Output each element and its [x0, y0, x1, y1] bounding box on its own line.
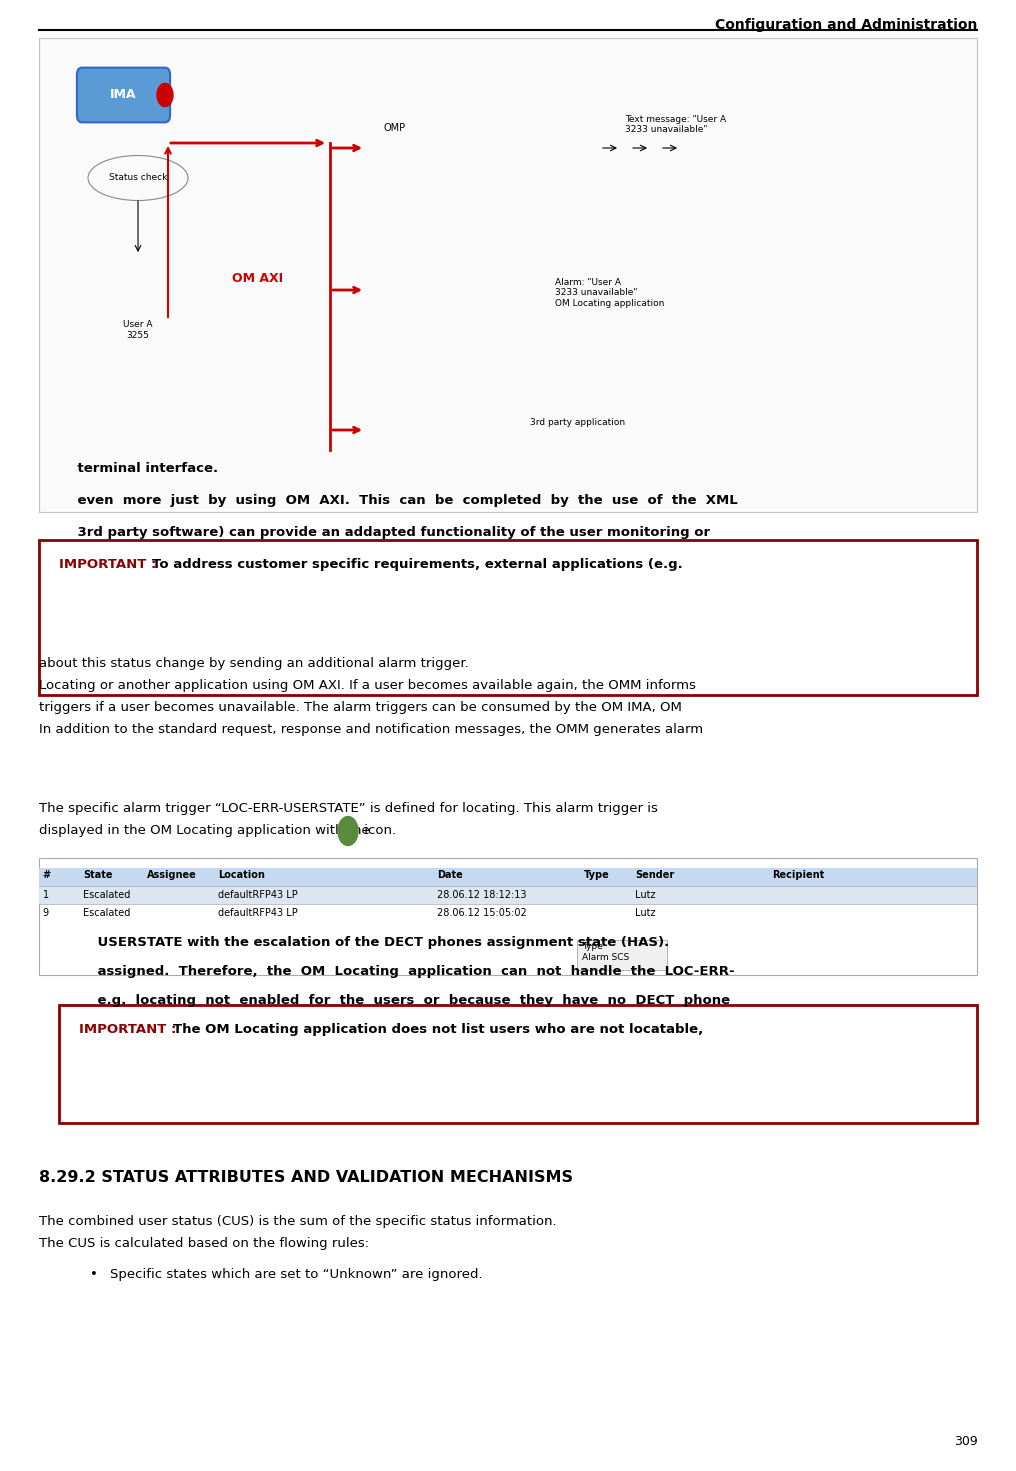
Text: about this status change by sending an additional alarm trigger.: about this status change by sending an a…: [39, 658, 468, 669]
Text: OMP: OMP: [384, 124, 406, 132]
Text: 28.06.12 18:12:13: 28.06.12 18:12:13: [437, 890, 526, 900]
Text: icon.: icon.: [360, 824, 396, 837]
Text: OM AXI: OM AXI: [232, 272, 283, 284]
Text: Alarm: "User A
3233 unavailable"
OM Locating application: Alarm: "User A 3233 unavailable" OM Loca…: [555, 278, 664, 307]
Text: The combined user status (CUS) is the sum of the specific status information.: The combined user status (CUS) is the su…: [39, 1215, 556, 1228]
Text: IMPORTANT :: IMPORTANT :: [79, 1022, 181, 1036]
FancyBboxPatch shape: [77, 68, 170, 122]
Text: even  more  just  by  using  OM  AXI.  This  can  be  completed  by  the  use  o: even more just by using OM AXI. This can…: [59, 494, 738, 507]
Text: triggers if a user becomes unavailable. The alarm triggers can be consumed by th: triggers if a user becomes unavailable. …: [39, 702, 682, 713]
Text: 1: 1: [43, 890, 49, 900]
Text: Text message: "User A
3233 unavailable": Text message: "User A 3233 unavailable": [625, 115, 726, 134]
Text: USERSTATE with the escalation of the DECT phones assignment state (HAS).: USERSTATE with the escalation of the DEC…: [79, 936, 670, 949]
Bar: [39, 38, 977, 512]
Text: terminal interface.: terminal interface.: [59, 462, 218, 475]
Text: 309: 309: [954, 1436, 977, 1447]
Bar: [39, 540, 977, 694]
Text: Status check: Status check: [109, 174, 168, 182]
Text: Assignee: Assignee: [147, 869, 197, 880]
Text: Type
Alarm SCS: Type Alarm SCS: [582, 943, 630, 962]
Circle shape: [157, 84, 173, 106]
Text: IMPORTANT :: IMPORTANT :: [59, 558, 161, 571]
Text: Recipient: Recipient: [772, 869, 824, 880]
Bar: [577, 940, 668, 969]
Text: e.g.  locating  not  enabled  for  the  users  or  because  they  have  no  DECT: e.g. locating not enabled for the users …: [79, 994, 731, 1008]
Bar: [39, 886, 977, 905]
Text: Location: Location: [218, 869, 265, 880]
Text: The CUS is calculated based on the flowing rules:: The CUS is calculated based on the flowi…: [39, 1237, 369, 1250]
Bar: [39, 858, 977, 975]
Text: 9: 9: [43, 908, 49, 918]
Text: The specific alarm trigger “LOC-ERR-USERSTATE” is defined for locating. This ala: The specific alarm trigger “LOC-ERR-USER…: [39, 802, 657, 815]
Text: #: #: [43, 869, 51, 880]
Text: In addition to the standard request, response and notification messages, the OMM: In addition to the standard request, res…: [39, 724, 703, 736]
Circle shape: [338, 816, 358, 846]
Text: 28.06.12 15:05:02: 28.06.12 15:05:02: [437, 908, 526, 918]
Text: Configuration and Administration: Configuration and Administration: [715, 18, 977, 32]
Text: State: State: [83, 869, 113, 880]
Text: assigned.  Therefore,  the  OM  Locating  application  can  not  handle  the  LO: assigned. Therefore, the OM Locating app…: [79, 965, 735, 978]
Text: Locating or another application using OM AXI. If a user becomes available again,: Locating or another application using OM…: [39, 680, 696, 691]
Text: Sender: Sender: [635, 869, 675, 880]
Text: Lutz: Lutz: [635, 908, 655, 918]
Text: 3rd party software) can provide an addapted functionality of the user monitoring: 3rd party software) can provide an addap…: [59, 527, 710, 538]
Text: defaultRFP43 LP: defaultRFP43 LP: [218, 908, 298, 918]
Text: Escalated: Escalated: [83, 890, 131, 900]
Text: 8.29.2 STATUS ATTRIBUTES AND VALIDATION MECHANISMS: 8.29.2 STATUS ATTRIBUTES AND VALIDATION …: [39, 1169, 573, 1186]
Text: To address customer specific requirements, external applications (e.g.: To address customer specific requirement…: [152, 558, 683, 571]
Text: displayed in the OM Locating application with the: displayed in the OM Locating application…: [39, 824, 370, 837]
Text: 3rd party application: 3rd party application: [530, 418, 625, 427]
Text: The OM Locating application does not list users who are not locatable,: The OM Locating application does not lis…: [173, 1022, 703, 1036]
Text: Specific states which are set to “Unknown” are ignored.: Specific states which are set to “Unknow…: [110, 1268, 483, 1281]
Text: Lutz: Lutz: [635, 890, 655, 900]
Text: Date: Date: [437, 869, 462, 880]
Text: Escalated: Escalated: [83, 908, 131, 918]
Text: defaultRFP43 LP: defaultRFP43 LP: [218, 890, 298, 900]
Text: User A
3255: User A 3255: [123, 321, 152, 340]
Bar: [39, 868, 977, 886]
Text: Type: Type: [584, 869, 610, 880]
Text: IMA: IMA: [110, 88, 136, 101]
Bar: [59, 1005, 977, 1122]
Text: •: •: [90, 1268, 98, 1281]
